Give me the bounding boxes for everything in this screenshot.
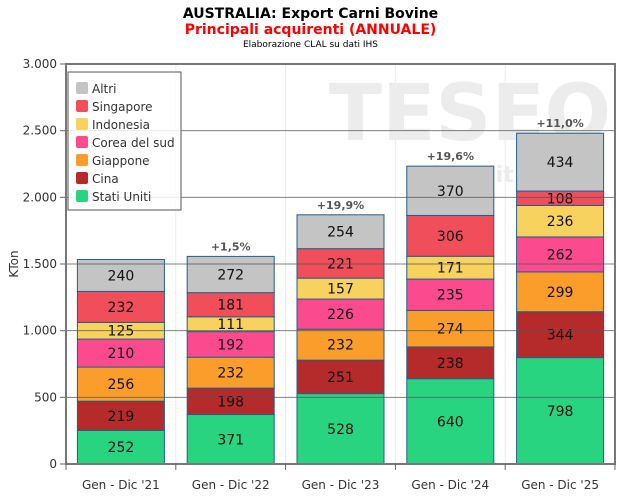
bar-segment-label: 640 (437, 414, 464, 430)
bar-segment-altri (406, 165, 495, 216)
bar-segment-label: 192 (217, 337, 244, 353)
bar-segment-label: 371 (217, 432, 244, 448)
x-tick-label: Gen - Dic '22 (192, 478, 270, 492)
bar-segment-label: 108 (547, 191, 574, 207)
y-tick-label: 500 (34, 390, 57, 404)
y-tick-label: 2.500 (23, 124, 57, 138)
growth-annotation: +11,0% (536, 117, 583, 130)
bar-segment-label: 528 (327, 422, 354, 438)
legend-label: Giappone (92, 154, 150, 168)
y-tick-label: 1.500 (23, 257, 57, 271)
bar-segment-indonesia (516, 204, 605, 238)
x-tick-label: Gen - Dic '23 (302, 478, 380, 492)
bar-segment-label: 235 (437, 288, 464, 304)
bar-segment-label: 344 (547, 328, 574, 344)
bar-segment-label: 256 (108, 377, 135, 393)
bar-segment-label: 232 (217, 366, 244, 382)
plot-frame (65, 63, 616, 465)
chart-subtitle: Principali acquirenti (ANNUALE) (184, 22, 437, 38)
chart-title: AUSTRALIA: Export Carni Bovine (182, 6, 439, 22)
bar-segment-corea-del-sud (186, 331, 275, 358)
bar-segment-label: 306 (437, 229, 464, 245)
bar-segment-altri (76, 258, 165, 292)
bar-segment-cina (406, 346, 495, 380)
bar-segment-corea-del-sud (406, 278, 495, 311)
bar-segment-label: 254 (327, 225, 354, 241)
bar-segment-giappone (296, 328, 385, 361)
growth-annotation: +1,5% (211, 240, 251, 253)
legend-swatch-corea-del-sud (76, 136, 88, 148)
bar-segment-label: 238 (437, 356, 464, 372)
bar-segment-label: 181 (217, 298, 244, 314)
x-tick-label: Gen - Dic '25 (521, 478, 599, 492)
bar-segment-label: 274 (437, 322, 464, 338)
bar-segment-label: 125 (108, 324, 135, 340)
y-axis-label: KTon (7, 250, 21, 277)
bar-segment-label: 370 (437, 184, 464, 200)
legend-label: Indonesia (92, 118, 150, 132)
y-tick-label: 0 (49, 457, 57, 471)
legend-swatch-singapore (76, 100, 88, 112)
bar-segment-label: 111 (217, 317, 244, 333)
bar-segment-label: 171 (437, 261, 464, 277)
bar-segment-altri (186, 255, 275, 294)
bar-segment-label: 232 (108, 300, 135, 316)
bar-segment-label: 157 (327, 282, 354, 298)
bar-segment-label: 262 (547, 247, 574, 263)
x-tick-label: Gen - Dic '24 (411, 478, 489, 492)
bar-segment-cina (296, 359, 385, 395)
bar-segment-cina (516, 311, 605, 359)
growth-annotation: +19,9% (317, 199, 364, 212)
bar-segment-label: 251 (327, 370, 354, 386)
legend-swatch-giappone (76, 154, 88, 166)
bar-segment-label: 236 (547, 214, 574, 230)
bar-segment-corea-del-sud (516, 236, 605, 273)
legend-swatch-altri (76, 82, 88, 94)
bar-segment-label: 798 (547, 404, 574, 420)
bar-segment-giappone (186, 356, 275, 389)
bar-segment-altri (516, 132, 605, 192)
bar-segment-singapore (186, 292, 275, 318)
bar-segment-singapore (406, 214, 495, 257)
bar-segment-cina (186, 387, 275, 416)
bar-segment-label: 434 (547, 155, 574, 171)
bar-segment-stati-uniti (296, 393, 385, 465)
x-tick-label: Gen - Dic '21 (82, 478, 160, 492)
bar-segment-giappone (406, 309, 495, 348)
bar-segment-altri (296, 214, 385, 250)
growth-annotation: +19,6% (427, 150, 474, 163)
chart-source: Elaborazione CLAL su dati IHS (242, 40, 378, 50)
legend-label: Cina (92, 172, 119, 186)
legend-swatch-stati-uniti (76, 190, 88, 202)
bar-segment-corea-del-sud (296, 298, 385, 330)
y-tick-label: 3.000 (23, 57, 57, 71)
legend-label: Singapore (92, 100, 153, 114)
bar-segment-singapore (296, 248, 385, 279)
legend-label: Corea del sud (92, 136, 175, 150)
y-tick-label: 2.000 (23, 190, 57, 204)
legend-swatch-indonesia (76, 118, 88, 130)
y-tick-label: 1.000 (23, 324, 57, 338)
bar-segment-label: 219 (108, 409, 135, 425)
bar-segment-label: 252 (108, 440, 135, 456)
bar-segment-label: 226 (327, 307, 354, 323)
legend-label: Stati Uniti (92, 190, 151, 204)
bar-segment-label: 240 (108, 268, 135, 284)
bar-segment-label: 272 (217, 268, 244, 284)
legend-swatch-cina (76, 172, 88, 184)
bar-segment-label: 198 (217, 394, 244, 410)
bar-segment-stati-uniti (406, 378, 495, 465)
legend-label: Altri (92, 82, 117, 96)
bar-segment-label: 232 (327, 338, 354, 354)
bar-segment-label: 210 (108, 346, 135, 362)
bar-segment-label: 299 (547, 285, 574, 301)
